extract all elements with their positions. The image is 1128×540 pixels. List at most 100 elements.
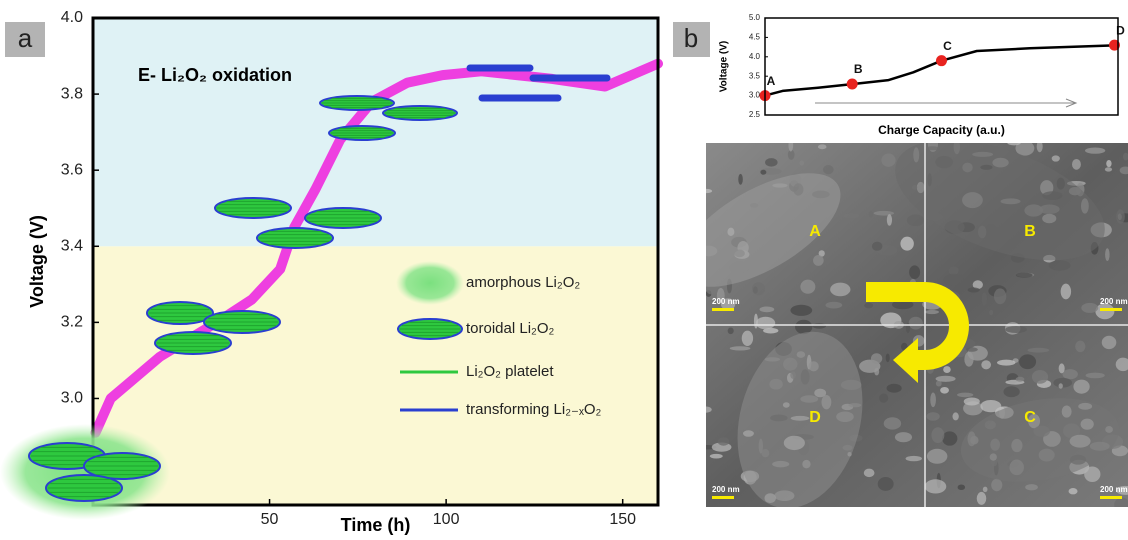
- sem-grain: [844, 213, 860, 219]
- sem-grain: [909, 265, 920, 279]
- sem-grain: [906, 456, 922, 461]
- sem-grain: [977, 492, 987, 505]
- sem-grain: [907, 214, 924, 226]
- sem-grain: [957, 393, 973, 398]
- sem-grain: [989, 310, 993, 315]
- sem-grain: [936, 376, 956, 382]
- sem-grain: [994, 288, 1006, 304]
- sem-grain: [1105, 248, 1110, 261]
- sem-grain: [900, 237, 913, 251]
- sem-grain: [874, 368, 879, 375]
- sem-grain: [925, 310, 939, 314]
- sem-grain: [879, 394, 888, 403]
- sem-grain: [752, 282, 765, 295]
- x-tick-label: 100: [433, 511, 460, 528]
- sem-grain: [884, 417, 901, 429]
- quadrant-label: B: [1024, 223, 1036, 240]
- point-label: C: [943, 39, 952, 53]
- sem-grain: [926, 412, 939, 421]
- sem-grain: [864, 303, 873, 309]
- sem-grain: [930, 393, 936, 408]
- x-axis-label: Charge Capacity (a.u.): [878, 123, 1005, 137]
- sem-grain: [1061, 284, 1071, 300]
- sem-grain: [738, 174, 743, 185]
- y-tick-label: 2.5: [749, 110, 761, 119]
- sem-grain: [983, 487, 988, 493]
- sem-grain: [1105, 167, 1112, 171]
- sem-grain: [1016, 377, 1025, 382]
- sem-grain: [756, 317, 775, 330]
- sem-grain: [1032, 370, 1048, 384]
- sem-grain: [823, 165, 834, 174]
- sem-grain: [1073, 380, 1089, 394]
- sem-grain: [871, 353, 882, 364]
- y-tick-label: 3.4: [61, 238, 83, 255]
- sem-grain: [790, 305, 812, 316]
- point-label: A: [767, 74, 776, 88]
- quadrant-label: A: [809, 223, 821, 240]
- sem-grain: [1069, 488, 1078, 494]
- sem-grain: [1075, 341, 1085, 352]
- sem-grain: [800, 280, 815, 294]
- sem-grain: [1037, 141, 1043, 152]
- x-axis-label: Time (h): [341, 515, 411, 535]
- sem-grain: [812, 323, 826, 329]
- y-tick-label: 3.8: [61, 85, 83, 102]
- sem-grain: [760, 307, 775, 313]
- sem-grain: [830, 283, 850, 297]
- sem-grain: [760, 170, 766, 175]
- sem-grain: [958, 484, 965, 490]
- scale-bar: [1100, 496, 1122, 499]
- sem-grain: [991, 479, 1002, 491]
- sem-grain: [825, 302, 842, 309]
- sem-grain: [1016, 273, 1033, 278]
- sem-grain: [1025, 484, 1038, 490]
- sem-grain: [964, 352, 973, 367]
- legend-amorphous: [396, 261, 464, 305]
- sem-grain: [881, 154, 895, 167]
- legend-label: Li₂O₂ platelet: [466, 363, 554, 380]
- sem-grain: [1052, 155, 1060, 161]
- scale-bar-label: 200 nm: [712, 297, 740, 306]
- legend-label: transforming Li₂₋ₓO₂: [466, 401, 602, 418]
- sem-grain: [869, 211, 873, 218]
- series-line: [765, 45, 1118, 95]
- sem-grain: [1116, 209, 1125, 224]
- y-axis-label: Voltage (V): [719, 41, 730, 92]
- annotation: E- Li₂O₂ oxidation: [138, 65, 292, 85]
- sem-grain: [1059, 363, 1065, 373]
- scale-bar-label: 200 nm: [1100, 485, 1128, 494]
- data-point: [936, 55, 947, 66]
- figure: 3.03.23.43.63.84.050100150Time (h)Voltag…: [0, 0, 1128, 540]
- sem-grain: [949, 266, 959, 275]
- y-tick-label: 3.0: [61, 390, 83, 407]
- y-tick-label: 5.0: [749, 13, 761, 22]
- sem-grain: [931, 427, 944, 443]
- sem-grain: [981, 360, 991, 369]
- scale-bar: [712, 496, 734, 499]
- sem-grain: [1028, 348, 1050, 353]
- sem-grain: [730, 346, 751, 350]
- sem-grain: [864, 469, 875, 477]
- sem-grain: [1072, 159, 1081, 170]
- sem-grain: [1062, 369, 1077, 379]
- sem-grain: [909, 317, 923, 330]
- sem-grain: [1084, 466, 1100, 482]
- scale-bar-label: 200 nm: [1100, 297, 1128, 306]
- sem-grain: [818, 144, 826, 149]
- plot-frame: [765, 18, 1118, 115]
- sem-grain: [942, 431, 957, 445]
- sem-grain: [1106, 160, 1111, 167]
- sem-grain: [943, 366, 951, 373]
- quadrant-label: D: [809, 409, 821, 426]
- sem-grain: [1086, 373, 1105, 379]
- sem-grain: [943, 274, 963, 286]
- sem-grain: [799, 160, 804, 165]
- y-tick-label: 4.0: [61, 9, 83, 26]
- sem-grain: [1049, 260, 1071, 270]
- sem-grain: [710, 454, 723, 459]
- y-tick-label: 3.5: [749, 71, 761, 80]
- scale-bar-label: 200 nm: [712, 485, 740, 494]
- sem-grain: [952, 412, 958, 420]
- sem-grain: [728, 327, 734, 334]
